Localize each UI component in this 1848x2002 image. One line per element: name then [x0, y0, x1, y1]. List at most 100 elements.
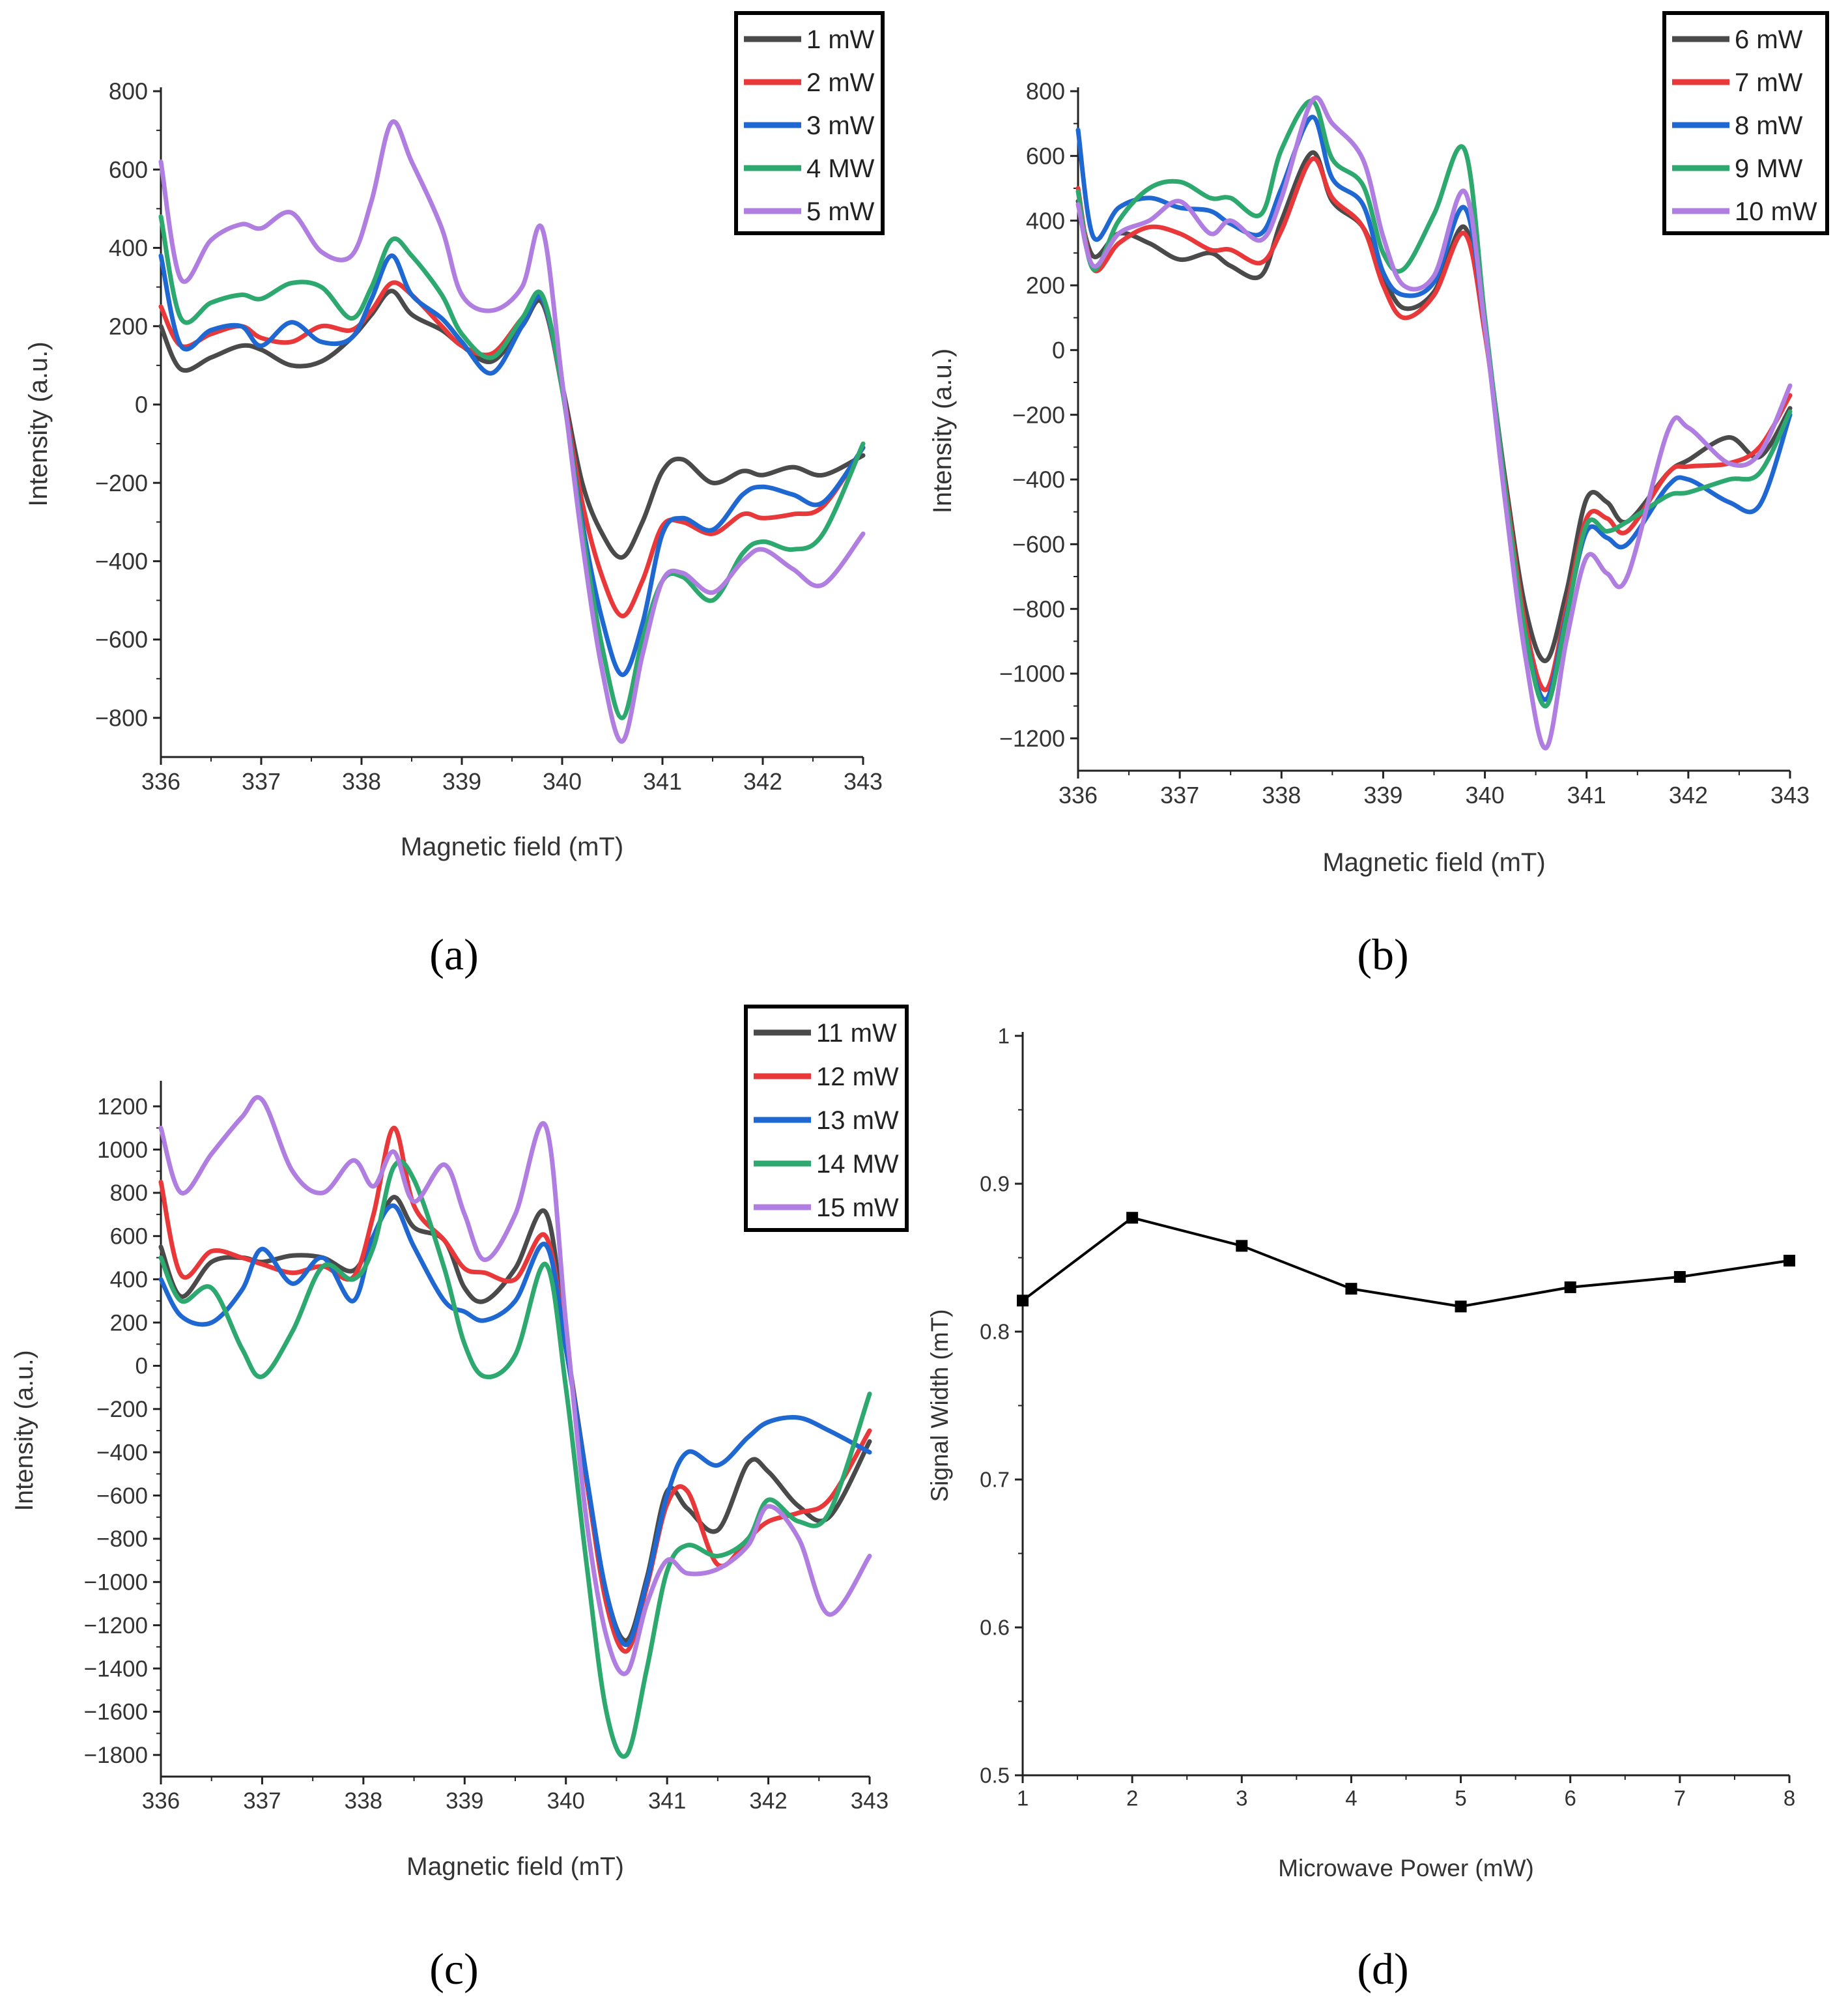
- legend-label: 6 mW: [1735, 25, 1803, 54]
- legend-label: 5 mW: [806, 197, 875, 226]
- y-tick-label: 600: [109, 156, 148, 183]
- series-line-3-mw: [158, 253, 866, 678]
- x-tick-label: 338: [345, 1788, 382, 1814]
- x-tick-label: 339: [1363, 782, 1402, 808]
- panel-label: (b): [1357, 930, 1408, 979]
- y-tick-label: −1600: [84, 1700, 148, 1725]
- x-tick-label: 336: [142, 1788, 180, 1814]
- x-tick-label: 343: [844, 768, 883, 795]
- legend-label: 11 mW: [816, 1019, 897, 1048]
- series-line-signal-width: [1021, 1216, 1791, 1308]
- y-tick-label: −1200: [999, 725, 1065, 752]
- y-tick-label: −1000: [84, 1570, 148, 1595]
- legend-label: 8 mW: [1735, 111, 1803, 140]
- x-tick-label: 343: [851, 1788, 888, 1814]
- y-tick-label: −200: [95, 470, 148, 496]
- x-tick-label: 336: [141, 768, 180, 795]
- series-line-11-mw: [158, 1195, 872, 1643]
- x-tick-label: 340: [547, 1788, 585, 1814]
- y-tick-label: −1400: [84, 1656, 148, 1681]
- legend-label: 13 mW: [816, 1106, 899, 1135]
- panel-b: −1200 −1000 −800 −600 −400 −200 0 200 400 600 800 3…: [928, 11, 1829, 979]
- data-point-marker: [1673, 1271, 1686, 1283]
- y-tick-label: −600: [96, 1483, 148, 1509]
- legend-label: 9 MW: [1735, 154, 1803, 183]
- legend-label: 10 mW: [1735, 197, 1817, 226]
- data-point-marker: [1345, 1283, 1358, 1295]
- y-tick-label: 0.7: [980, 1468, 1010, 1492]
- y-tick-label: −600: [95, 626, 148, 653]
- x-axis-title: Magnetic field (mT): [406, 1853, 624, 1881]
- y-tick-label: 800: [1026, 78, 1065, 105]
- x-tick-label: 337: [243, 1788, 281, 1814]
- y-axis-title: Signal Width (mT): [926, 1309, 953, 1502]
- y-tick-label: 600: [110, 1224, 148, 1250]
- y-tick-label: −1800: [84, 1743, 148, 1768]
- y-tick-label: 800: [110, 1180, 148, 1206]
- series-line-10-mw: [1075, 95, 1793, 751]
- x-tick-label: 4: [1345, 1786, 1357, 1810]
- y-tick-label: 1: [998, 1024, 1010, 1048]
- x-tick-label: 339: [446, 1788, 483, 1814]
- x-tick-label: 341: [643, 768, 682, 795]
- x-axis-title: Magnetic field (mT): [401, 833, 623, 861]
- x-tick-label: 341: [1567, 782, 1606, 808]
- x-tick-label: 337: [1160, 782, 1199, 808]
- y-tick-label: 400: [1026, 207, 1065, 234]
- x-tick-label: 338: [1262, 782, 1301, 808]
- y-tick-label: 600: [1026, 143, 1065, 169]
- data-point-marker: [1126, 1212, 1139, 1224]
- x-tick-label: 340: [1466, 782, 1505, 808]
- y-tick-label: 400: [109, 235, 148, 261]
- y-tick-label: 0.6: [980, 1616, 1010, 1640]
- y-axis-title: Intensity (a.u.): [24, 341, 53, 506]
- y-axis-title: Intensity (a.u.): [10, 1350, 38, 1511]
- y-tick-label: 200: [109, 313, 148, 339]
- x-axis-title: Magnetic field (mT): [1322, 848, 1545, 877]
- y-tick-label: −200: [1012, 401, 1065, 428]
- y-tick-label: 1000: [97, 1137, 148, 1163]
- x-tick-label: 342: [743, 768, 782, 795]
- data-point-marker: [1017, 1294, 1029, 1307]
- series-line-15-mw: [158, 1094, 872, 1676]
- x-tick-label: 342: [749, 1788, 787, 1814]
- y-axis-title: Intensity (a.u.): [928, 349, 957, 513]
- panel-d: 0.5 0.6 0.7 0.8 0.9 1 1 2 3 4 5 6 7 8 Signal Width (mT…: [926, 1024, 1795, 1994]
- data-point-marker: [1455, 1300, 1467, 1313]
- x-tick-label: 8: [1784, 1786, 1795, 1810]
- x-tick-label: 342: [1669, 782, 1708, 808]
- legend-label: 15 mW: [816, 1194, 899, 1222]
- y-tick-label: 0.5: [980, 1764, 1010, 1788]
- legend-label: 12 mW: [816, 1063, 899, 1091]
- legend-label: 7 mW: [1735, 68, 1803, 97]
- x-tick-label: 337: [242, 768, 281, 795]
- y-tick-label: 800: [109, 78, 148, 105]
- x-tick-label: 6: [1565, 1786, 1576, 1810]
- series-line-5-mw: [158, 119, 866, 744]
- series-line-9-mw: [1075, 98, 1793, 709]
- legend-label: 3 mW: [806, 111, 875, 140]
- legend-label: 1 mW: [806, 25, 875, 54]
- data-point-marker: [1236, 1240, 1248, 1252]
- x-tick-label: 341: [648, 1788, 686, 1814]
- y-tick-label: −1000: [999, 661, 1065, 687]
- x-tick-label: 7: [1674, 1786, 1686, 1810]
- y-tick-label: −400: [96, 1440, 148, 1465]
- x-tick-label: 3: [1236, 1786, 1247, 1810]
- x-axis-title: Microwave Power (mW): [1278, 1855, 1534, 1881]
- y-tick-label: 400: [110, 1267, 148, 1293]
- x-tick-label: 340: [543, 768, 582, 795]
- legend-label: 2 mW: [806, 68, 875, 97]
- y-tick-label: 1200: [97, 1094, 148, 1119]
- x-tick-label: 343: [1770, 782, 1810, 808]
- panel-label: (c): [429, 1944, 478, 1994]
- series-line-8-mw: [1075, 115, 1793, 702]
- y-tick-label: 200: [1026, 272, 1065, 299]
- x-tick-label: 338: [342, 768, 381, 795]
- y-tick-label: 0: [1052, 337, 1065, 364]
- panel-a: −800 −600 −400 −200 0 200 400 600 800 336 337 338 33…: [24, 11, 885, 979]
- y-tick-label: −600: [1012, 531, 1065, 558]
- series-line-4-mw: [158, 214, 866, 721]
